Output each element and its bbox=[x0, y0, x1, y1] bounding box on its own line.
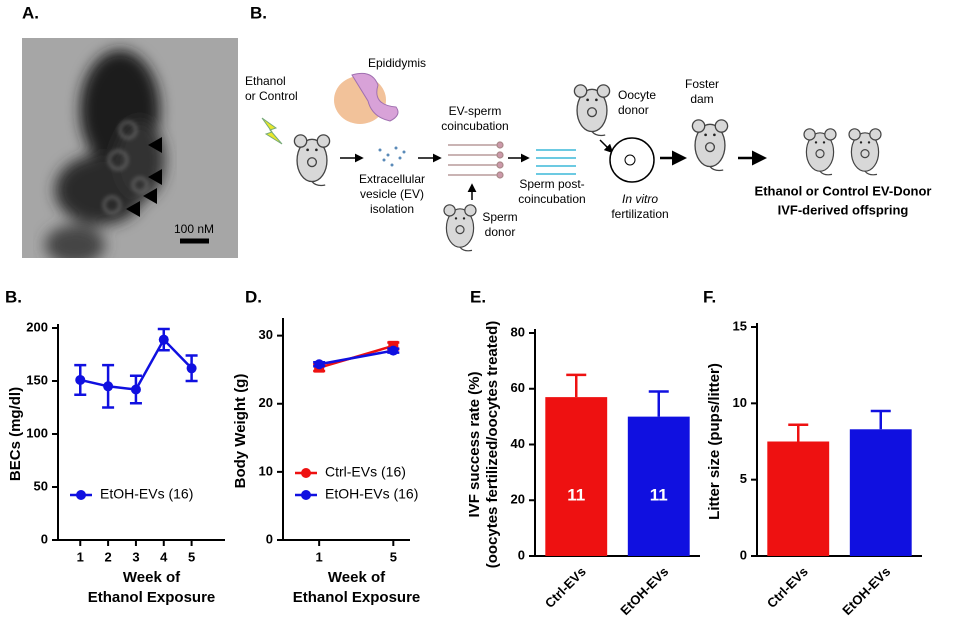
legend-marker bbox=[301, 468, 311, 478]
panel-label: A. bbox=[22, 3, 39, 22]
scale-bar-label: 100 nM bbox=[174, 222, 214, 236]
micrograph bbox=[22, 38, 238, 258]
label: Extracellular bbox=[359, 172, 425, 186]
label: or Control bbox=[245, 89, 298, 103]
bar bbox=[767, 441, 830, 556]
label: Oocyte bbox=[618, 88, 656, 102]
panel-label: E. bbox=[470, 287, 486, 306]
y-tick-label: 40 bbox=[511, 436, 525, 451]
legend-marker bbox=[301, 490, 311, 500]
bar-annotation: 11 bbox=[567, 485, 585, 504]
label: Epididymis bbox=[368, 56, 426, 70]
x-tick-label: EtOH-EVs bbox=[617, 564, 671, 618]
legend-label: EtOH-EVs (16) bbox=[325, 486, 418, 502]
x-tick-label: 3 bbox=[132, 549, 139, 564]
y-axis-label: IVF success rate (%) bbox=[466, 372, 483, 518]
label: Ethanol or Control EV-Donor bbox=[755, 183, 932, 198]
x-tick-label: 4 bbox=[160, 549, 168, 564]
point bbox=[388, 345, 399, 356]
point bbox=[103, 381, 114, 392]
x-tick-label: EtOH-EVs bbox=[839, 564, 893, 618]
error-bar bbox=[648, 390, 669, 417]
y-tick-label: 15 bbox=[733, 318, 747, 333]
y-tick-label: 0 bbox=[740, 547, 747, 562]
legend-label: EtOH-EVs (16) bbox=[100, 486, 193, 502]
y-tick-label: 20 bbox=[511, 492, 525, 507]
y-axis-label: Body Weight (g) bbox=[232, 374, 249, 489]
legend-marker bbox=[76, 490, 86, 500]
label: EV-sperm bbox=[449, 104, 502, 118]
x-tick-label: Ctrl-EVs bbox=[542, 564, 589, 611]
x-tick-label: 1 bbox=[316, 549, 323, 564]
bar bbox=[849, 429, 912, 556]
x-tick-label: 1 bbox=[77, 549, 84, 564]
y-tick-label: 30 bbox=[259, 327, 273, 342]
y-axis-label: (oocytes fertilized/oocytes treated) bbox=[484, 321, 501, 569]
panel-label: D. bbox=[245, 287, 262, 306]
x-axis-label: Week of bbox=[328, 569, 386, 586]
x-axis-label: Ethanol Exposure bbox=[88, 589, 216, 606]
label: Sperm post- bbox=[519, 177, 584, 191]
label: In vitro bbox=[622, 192, 658, 206]
label: donor bbox=[618, 103, 649, 117]
y-tick-label: 60 bbox=[511, 380, 525, 395]
label: isolation bbox=[370, 202, 414, 216]
label: coincubation bbox=[441, 119, 508, 133]
label: IVF-derived offspring bbox=[778, 202, 909, 217]
error-bar bbox=[788, 423, 809, 442]
bar bbox=[545, 397, 608, 556]
y-tick-label: 10 bbox=[259, 463, 273, 478]
y-tick-label: 20 bbox=[259, 395, 273, 410]
x-tick-label: 5 bbox=[188, 549, 195, 564]
x-axis-label: Week of bbox=[123, 569, 181, 586]
line bbox=[318, 349, 394, 366]
y-axis-label: BECs (mg/dl) bbox=[7, 387, 24, 481]
label: Ethanol bbox=[245, 74, 286, 88]
legend-label: Ctrl-EVs (16) bbox=[325, 464, 406, 480]
label: fertilization bbox=[611, 207, 668, 221]
y-axis-label: Litter size (pups/litter) bbox=[706, 363, 723, 520]
label: vesicle (EV) bbox=[360, 187, 424, 201]
point bbox=[186, 363, 197, 374]
y-tick-label: 80 bbox=[511, 324, 525, 339]
x-tick-label: 2 bbox=[104, 549, 111, 564]
point bbox=[314, 359, 325, 370]
point bbox=[158, 334, 169, 345]
y-tick-label: 10 bbox=[733, 395, 747, 410]
x-tick-label: 5 bbox=[390, 549, 397, 564]
bar bbox=[627, 416, 690, 556]
label: donor bbox=[485, 225, 516, 239]
x-axis-label: Ethanol Exposure bbox=[293, 589, 421, 606]
y-tick-label: 200 bbox=[26, 319, 48, 334]
axis bbox=[57, 324, 225, 541]
panel-label: B. bbox=[250, 3, 267, 22]
point bbox=[75, 374, 86, 385]
y-tick-label: 5 bbox=[740, 471, 747, 486]
error-bar bbox=[870, 409, 891, 430]
bar-annotation: 11 bbox=[650, 485, 668, 504]
y-tick-label: 150 bbox=[26, 372, 48, 387]
panel-label: F. bbox=[703, 287, 716, 306]
point bbox=[130, 384, 141, 395]
error-bar bbox=[566, 373, 587, 398]
y-tick-label: 50 bbox=[34, 478, 48, 493]
y-tick-label: 0 bbox=[518, 547, 525, 562]
panel-label: B. bbox=[5, 287, 22, 306]
y-tick-label: 0 bbox=[266, 531, 273, 546]
y-tick-label: 100 bbox=[26, 425, 48, 440]
x-tick-label: Ctrl-EVs bbox=[764, 564, 811, 611]
label: coincubation bbox=[518, 192, 585, 206]
label: Sperm bbox=[482, 210, 517, 224]
label: dam bbox=[690, 92, 713, 106]
y-tick-label: 0 bbox=[41, 531, 48, 546]
label: Foster bbox=[685, 77, 719, 91]
schematic: B. Ethanol or Control Epididymis Extrace… bbox=[245, 3, 932, 252]
